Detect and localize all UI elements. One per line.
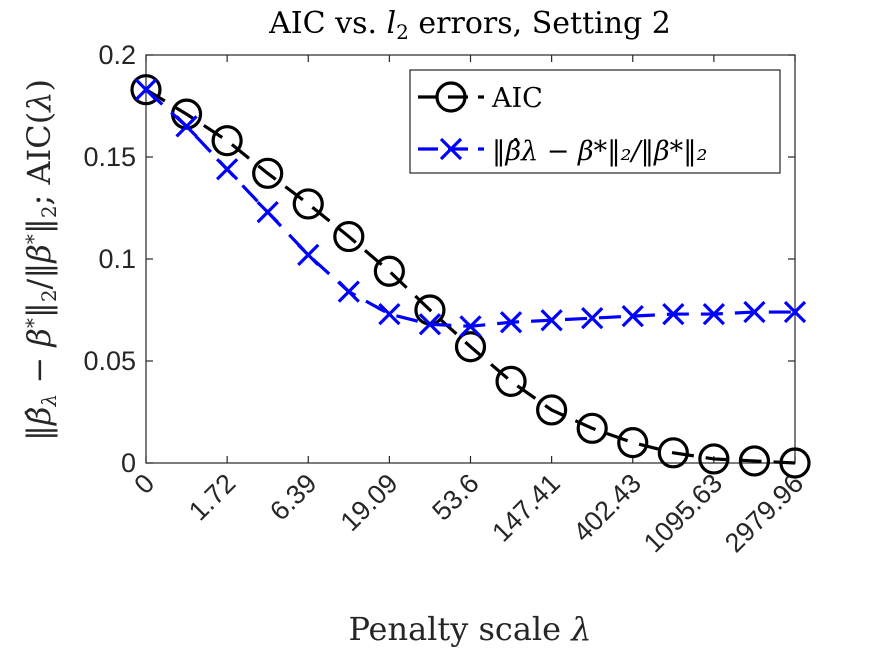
data-point <box>576 412 608 444</box>
y-tick-label: 0.15 <box>83 142 136 172</box>
data-point <box>536 394 568 426</box>
data-point <box>215 158 239 181</box>
data-point <box>175 115 198 138</box>
data-point <box>738 445 771 477</box>
data-point <box>495 365 527 397</box>
legend: AIC ‖β̂λ − β*‖₂/‖β*‖₂ <box>409 69 781 174</box>
data-point <box>459 315 482 338</box>
chart-title: AIC vs. l2 errors, Setting 2 <box>268 6 671 44</box>
series-aic <box>130 74 811 479</box>
data-point <box>418 313 442 336</box>
legend-label: ‖β̂λ − β*‖₂/‖β*‖₂ <box>492 136 707 167</box>
data-point <box>333 220 365 253</box>
data-point <box>621 304 644 328</box>
data-point <box>779 447 811 479</box>
data-point <box>454 331 487 363</box>
data-point <box>662 302 685 326</box>
data-point <box>783 300 807 324</box>
data-point <box>211 125 243 157</box>
legend-marker <box>435 81 467 113</box>
x-axis-label: Penalty scale λ <box>348 610 591 648</box>
data-point <box>657 437 689 469</box>
data-point <box>581 307 604 330</box>
data-point <box>130 74 162 106</box>
data-point <box>337 280 360 303</box>
data-point <box>702 302 726 326</box>
legend-entry-aic: AIC <box>418 81 543 114</box>
data-point <box>373 255 405 287</box>
data-point <box>378 302 401 326</box>
y-tick-label: 0 <box>121 448 136 478</box>
data-point <box>540 309 563 332</box>
series-l2-error <box>134 78 807 338</box>
data-point <box>292 188 324 220</box>
y-tick-label: 0.05 <box>83 346 136 376</box>
data-point <box>134 78 158 101</box>
data-point <box>617 427 649 459</box>
data-point <box>256 200 279 224</box>
data-point <box>499 311 523 334</box>
legend-entry-l2-error: ‖β̂λ − β*‖₂/‖β*‖₂ <box>418 136 707 167</box>
data-point <box>252 157 284 189</box>
legend-box <box>409 69 781 174</box>
data-point <box>698 443 730 475</box>
legend-label: AIC <box>491 83 543 114</box>
y-axis-label: ‖β̂λ − β*‖2/‖β*‖2; AIC(λ) <box>20 79 61 441</box>
data-point <box>297 243 320 267</box>
y-tick-label: 0.2 <box>98 40 136 70</box>
data-point <box>743 300 766 324</box>
y-tick-label: 0.1 <box>98 244 136 274</box>
